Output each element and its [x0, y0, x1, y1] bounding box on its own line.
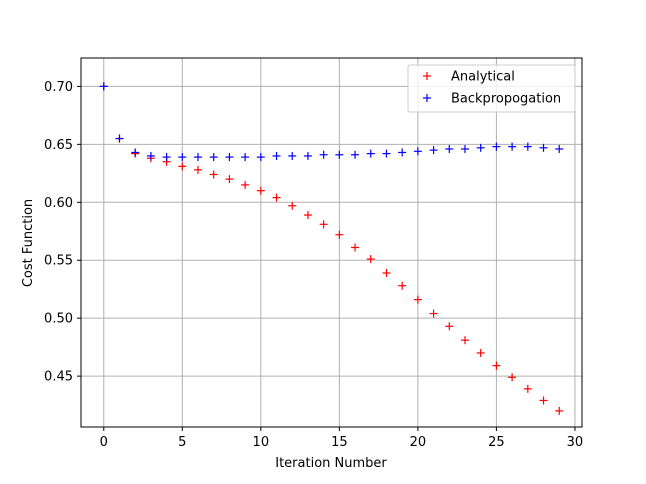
data-point	[256, 186, 265, 195]
data-point	[335, 150, 344, 159]
data-point	[445, 322, 454, 331]
data-point	[398, 148, 407, 157]
plot-area-frame	[80, 57, 583, 428]
y-tick-label: 0.55	[44, 254, 73, 269]
data-point	[272, 193, 281, 202]
y-tick-label: 0.45	[44, 370, 73, 385]
data-point	[115, 134, 124, 143]
data-point	[194, 153, 203, 162]
data-point	[225, 175, 234, 184]
data-point	[460, 144, 469, 153]
legend-entries: Analytical Backpropogation	[423, 70, 561, 107]
data-point	[178, 153, 187, 162]
data-point	[476, 348, 485, 357]
data-point	[209, 153, 218, 162]
data-point	[445, 144, 454, 153]
data-point	[508, 142, 517, 151]
data-point	[429, 146, 438, 155]
data-point	[241, 153, 250, 162]
legend-entry: Backpropogation	[423, 92, 561, 107]
data-point	[99, 82, 108, 91]
data-point	[131, 148, 140, 157]
data-point	[288, 201, 297, 210]
data-point	[382, 268, 391, 277]
legend-marker	[423, 94, 431, 102]
y-tick-label: 0.65	[44, 138, 73, 153]
x-tick-label: 15	[331, 435, 348, 450]
data-point	[319, 150, 328, 159]
data-point	[413, 295, 422, 304]
data-point	[178, 162, 187, 171]
data-point	[272, 151, 281, 160]
data-point	[429, 309, 438, 318]
x-tick-label: 5	[178, 435, 186, 450]
y-tick-label: 0.50	[44, 312, 73, 327]
data-point	[539, 143, 548, 152]
data-point	[146, 151, 155, 160]
grid-lines	[81, 58, 582, 427]
data-point	[209, 170, 218, 179]
legend-box	[407, 64, 576, 113]
data-point	[492, 142, 501, 151]
data-point	[256, 153, 265, 162]
y-tick-label: 0.70	[44, 80, 73, 95]
data-point	[523, 142, 532, 151]
x-axis-ticks: 0 5 10 15 20 25 30	[100, 427, 584, 450]
data-point	[288, 151, 297, 160]
x-tick-label: 30	[567, 435, 584, 450]
data-point	[539, 396, 548, 405]
data-point	[508, 373, 517, 382]
series-2-markers	[99, 82, 564, 162]
data-point	[351, 243, 360, 252]
data-point	[351, 150, 360, 159]
data-point	[555, 144, 564, 153]
x-tick-label: 25	[488, 435, 505, 450]
x-tick-label: 20	[410, 435, 427, 450]
y-axis-ticks: 0.45 0.50 0.55 0.60 0.65 0.70	[44, 80, 81, 385]
data-point	[413, 147, 422, 156]
legend: Analytical Backpropogation	[407, 64, 576, 113]
data-point	[398, 281, 407, 290]
y-tick-label: 0.60	[44, 196, 73, 211]
data-point	[460, 336, 469, 345]
data-point	[241, 180, 250, 189]
data-point	[492, 361, 501, 370]
data-point	[366, 149, 375, 158]
legend-label: Backpropogation	[451, 92, 561, 107]
data-point	[303, 211, 312, 220]
data-point	[476, 143, 485, 152]
data-point	[162, 153, 171, 162]
data-point	[303, 151, 312, 160]
x-axis-label: Iteration Number	[275, 456, 387, 471]
legend-label: Analytical	[451, 70, 515, 85]
data-point	[555, 406, 564, 415]
data-point	[225, 153, 234, 162]
legend-entry: Analytical	[423, 70, 515, 85]
data-point	[319, 220, 328, 229]
data-point	[335, 230, 344, 239]
data-point	[382, 149, 391, 158]
data-markers	[99, 82, 564, 415]
series-1-markers	[99, 82, 564, 415]
legend-marker	[423, 72, 431, 80]
data-point	[366, 255, 375, 264]
x-tick-label: 0	[100, 435, 108, 450]
y-axis-label: Cost Function	[21, 199, 36, 287]
data-point	[194, 165, 203, 174]
x-tick-label: 10	[253, 435, 270, 450]
data-point	[523, 384, 532, 393]
